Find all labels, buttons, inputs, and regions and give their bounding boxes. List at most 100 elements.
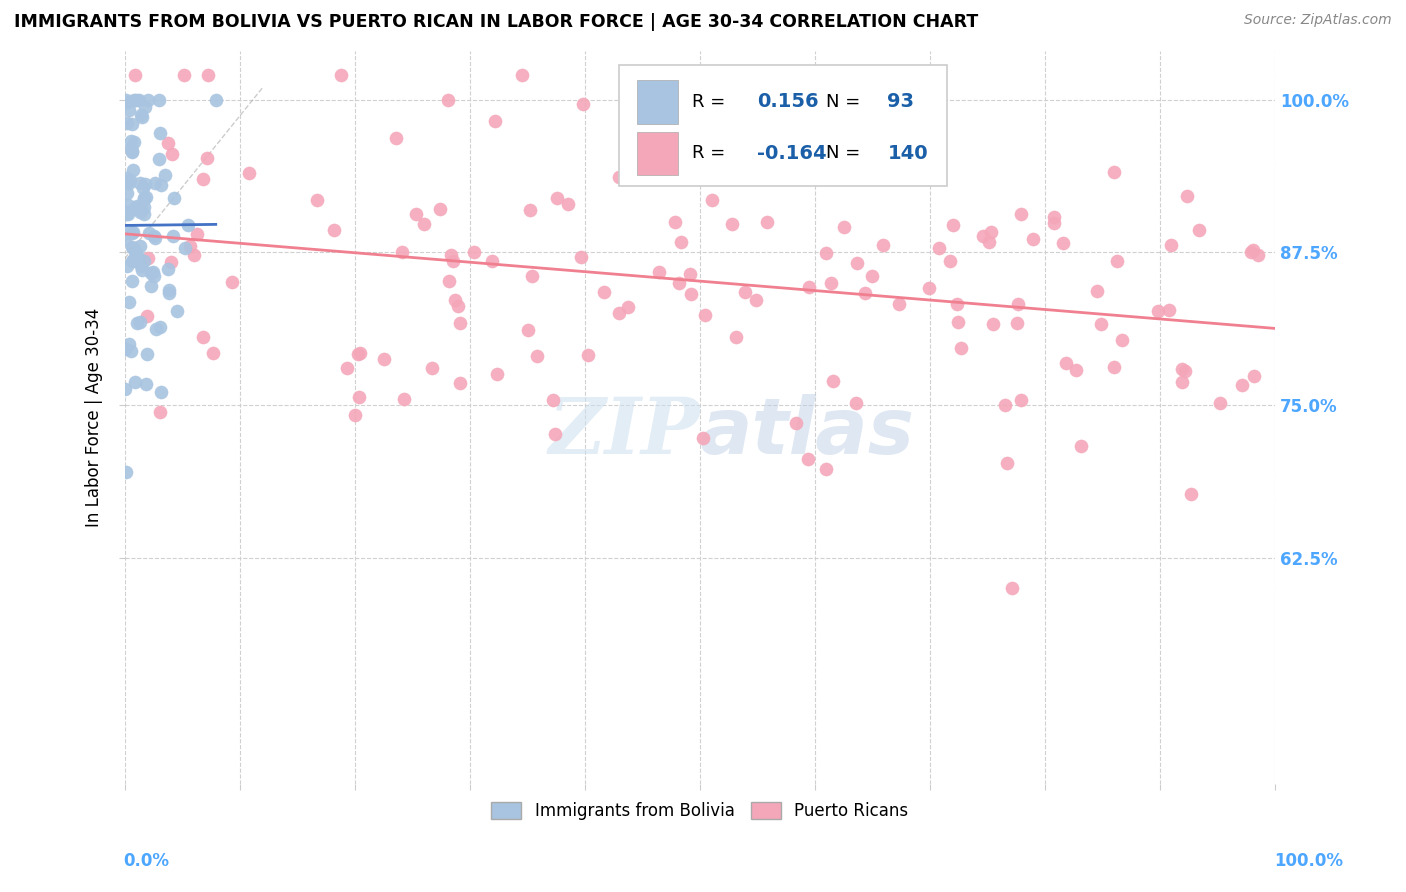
Point [204, 93, 226, 107]
Point [114, 93, 136, 107]
Point [138, 226, 160, 240]
Point [373, 351, 395, 366]
Point [1111, 333, 1133, 347]
Point [541, 393, 564, 408]
Point [1243, 368, 1265, 383]
Text: 140: 140 [887, 144, 928, 163]
Point [825, 100, 848, 114]
Point [1043, 211, 1066, 225]
Point [138, 251, 160, 265]
Point [150, 178, 173, 193]
Point [872, 237, 894, 252]
Text: 100.0%: 100.0% [1274, 852, 1343, 870]
Point [832, 219, 855, 234]
Point [1070, 439, 1092, 453]
Point [132, 200, 155, 214]
Point [517, 323, 540, 337]
Point [118, 294, 141, 309]
Point [797, 451, 820, 466]
FancyBboxPatch shape [620, 65, 948, 186]
Point [125, 199, 148, 213]
Point [132, 193, 155, 207]
Point [129, 203, 152, 218]
Point [125, 316, 148, 330]
Point [124, 68, 146, 82]
Text: -0.164: -0.164 [758, 144, 827, 163]
Point [519, 203, 541, 218]
Point [173, 241, 195, 255]
Point [221, 276, 243, 290]
Point [135, 347, 157, 361]
Point [734, 285, 756, 299]
Point [756, 215, 779, 229]
Point [121, 274, 143, 288]
Point [1104, 360, 1126, 375]
Point [440, 247, 463, 261]
Point [117, 206, 139, 220]
Point [120, 134, 142, 148]
Point [437, 274, 460, 288]
Point [1085, 284, 1108, 298]
Point [607, 306, 630, 320]
Point [129, 259, 152, 273]
Point [429, 202, 451, 216]
Point [125, 93, 148, 107]
Point [481, 253, 503, 268]
Point [994, 399, 1017, 413]
Point [385, 130, 408, 145]
Point [1160, 237, 1182, 252]
Point [845, 256, 868, 270]
Point [114, 207, 136, 221]
Point [122, 252, 145, 266]
Point [671, 235, 693, 250]
Point [305, 193, 328, 207]
Point [1007, 297, 1029, 311]
Point [157, 283, 180, 297]
Point [664, 214, 686, 228]
Point [135, 376, 157, 391]
Point [447, 299, 470, 313]
Point [118, 103, 141, 118]
Point [946, 315, 969, 329]
Point [118, 176, 141, 190]
Point [142, 265, 165, 279]
Point [720, 217, 742, 231]
Point [1247, 247, 1270, 261]
Point [693, 309, 716, 323]
Point [405, 207, 427, 221]
Point [125, 248, 148, 262]
Point [444, 293, 467, 307]
Text: N =: N = [827, 145, 866, 162]
Point [117, 226, 139, 240]
Point [120, 344, 142, 359]
Point [1175, 189, 1198, 203]
Point [121, 117, 143, 131]
Point [117, 197, 139, 211]
Point [510, 68, 533, 82]
Point [484, 113, 506, 128]
Point [143, 231, 166, 245]
Point [186, 227, 208, 241]
Point [1043, 215, 1066, 229]
Point [1090, 317, 1112, 331]
Point [117, 337, 139, 351]
Point [122, 135, 145, 149]
Point [122, 241, 145, 255]
Point [134, 100, 156, 114]
Point [121, 254, 143, 268]
Point [136, 309, 159, 323]
Point [128, 176, 150, 190]
Point [114, 383, 136, 397]
Point [121, 254, 143, 268]
Point [132, 254, 155, 268]
Point [128, 315, 150, 329]
Point [149, 126, 172, 140]
Point [153, 168, 176, 182]
Point [413, 217, 436, 231]
Point [678, 268, 700, 282]
Point [344, 408, 367, 422]
Point [238, 166, 260, 180]
Point [1174, 364, 1197, 378]
Point [114, 342, 136, 356]
Point [980, 225, 1002, 239]
